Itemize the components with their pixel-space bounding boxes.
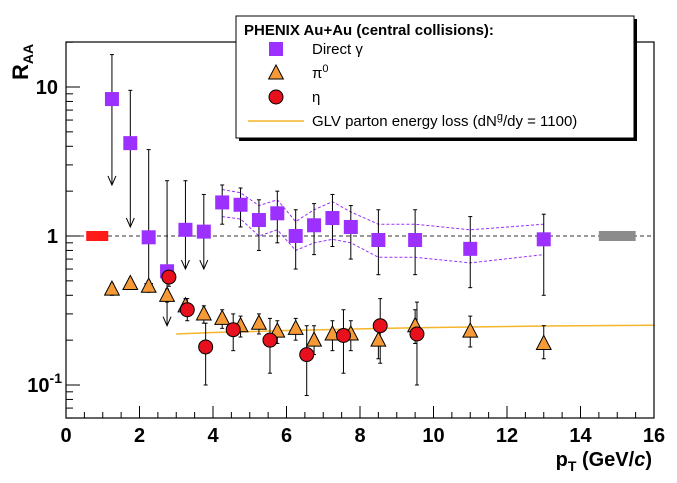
pi0-point [158, 286, 176, 302]
pi0-point [535, 334, 552, 351]
direct-gamma-point [123, 136, 138, 151]
legend-label-eta: η [312, 89, 320, 106]
legend-symbol-pi0 [267, 63, 285, 80]
direct_gamma-upper-limit-arrow [107, 175, 117, 187]
x-tick-label: 14 [569, 425, 592, 447]
x-tick-label: 2 [134, 425, 145, 447]
direct-gamma-point [270, 206, 285, 221]
pi0-point [305, 331, 323, 347]
direct-gamma-point [307, 218, 322, 233]
eta-point [409, 326, 425, 342]
pi0-point [287, 319, 304, 335]
legend-label-pi0: π0 [312, 63, 328, 82]
marker-layer [103, 92, 552, 363]
systematic-band-layer [222, 189, 544, 264]
legend: PHENIX Au+Au (central collisions): Direct… [235, 15, 637, 141]
direct-gamma-point [325, 211, 340, 226]
direct-gamma-sys-band-hi [222, 189, 544, 231]
x-tick-label: 16 [643, 425, 665, 447]
eta-point [198, 339, 214, 355]
direct-gamma-point [343, 219, 358, 234]
legend-label-direct-gamma: Direct γ [312, 41, 363, 58]
direct-gamma-point [141, 230, 156, 245]
direct-gamma-point [178, 222, 193, 237]
pi0-point [250, 314, 268, 330]
pi0-point [140, 277, 157, 293]
x-tick-label: 8 [354, 425, 365, 447]
x-tick-label: 0 [60, 425, 71, 447]
axes-layer: 0 2 4 6 8 10 12 14 16 10-1 1 10 pT (GeV/c) RAA [8, 41, 665, 474]
x-tick-label: 6 [281, 425, 292, 447]
y-tick-label: 1 [47, 226, 58, 248]
eta-point [299, 347, 315, 363]
direct-gamma-point [251, 213, 266, 228]
y-axis-title: RAA [8, 44, 36, 80]
legend-box [235, 15, 635, 139]
normalization-box-gray [598, 231, 636, 241]
x-tick-label: 12 [496, 425, 518, 447]
eta-point [179, 302, 195, 318]
normalization-box-red [86, 231, 109, 241]
pi0-point [214, 309, 231, 325]
direct-gamma-point [196, 224, 211, 239]
eta-point [372, 318, 388, 334]
direct_gamma-upper-limit-arrow [125, 217, 135, 229]
legend-symbol-eta [268, 89, 284, 105]
x-tick-label: 10 [422, 425, 444, 447]
legend-title: PHENIX Au+Au (central collisions): [244, 22, 494, 39]
x-axis-title: pT (GeV/c) [556, 449, 652, 474]
eta-point [335, 327, 351, 343]
direct-gamma-point [215, 195, 230, 210]
pi0-point [122, 274, 139, 291]
direct-gamma-point [463, 241, 478, 256]
x-tick-label: 4 [207, 425, 219, 447]
direct-gamma-point [104, 92, 119, 107]
eta-point [161, 269, 177, 285]
legend-symbol-direct-gamma [269, 42, 283, 56]
direct_gamma-upper-limit-arrow [162, 316, 172, 327]
y-tick-label: 10 [36, 77, 58, 99]
direct-gamma-point [233, 197, 248, 212]
normalization-box-layer [86, 231, 636, 241]
direct-gamma-point [288, 229, 303, 243]
pi0-point [370, 331, 387, 347]
direct_gamma-upper-limit-arrow [199, 259, 209, 271]
direct-gamma-point [536, 232, 551, 247]
pi0-point [103, 279, 121, 296]
pi0-point [195, 304, 212, 321]
direct-gamma-point [408, 233, 423, 248]
direct-gamma-point [371, 233, 386, 248]
pi0-point [462, 321, 479, 338]
direct_gamma-upper-limit-arrow [180, 259, 190, 271]
eta-point [262, 332, 278, 348]
legend-label-glv: GLV parton energy loss (dNg/dy = 1100) [312, 111, 577, 130]
y-tick-label: 10-1 [27, 370, 62, 397]
eta-point [225, 322, 241, 338]
